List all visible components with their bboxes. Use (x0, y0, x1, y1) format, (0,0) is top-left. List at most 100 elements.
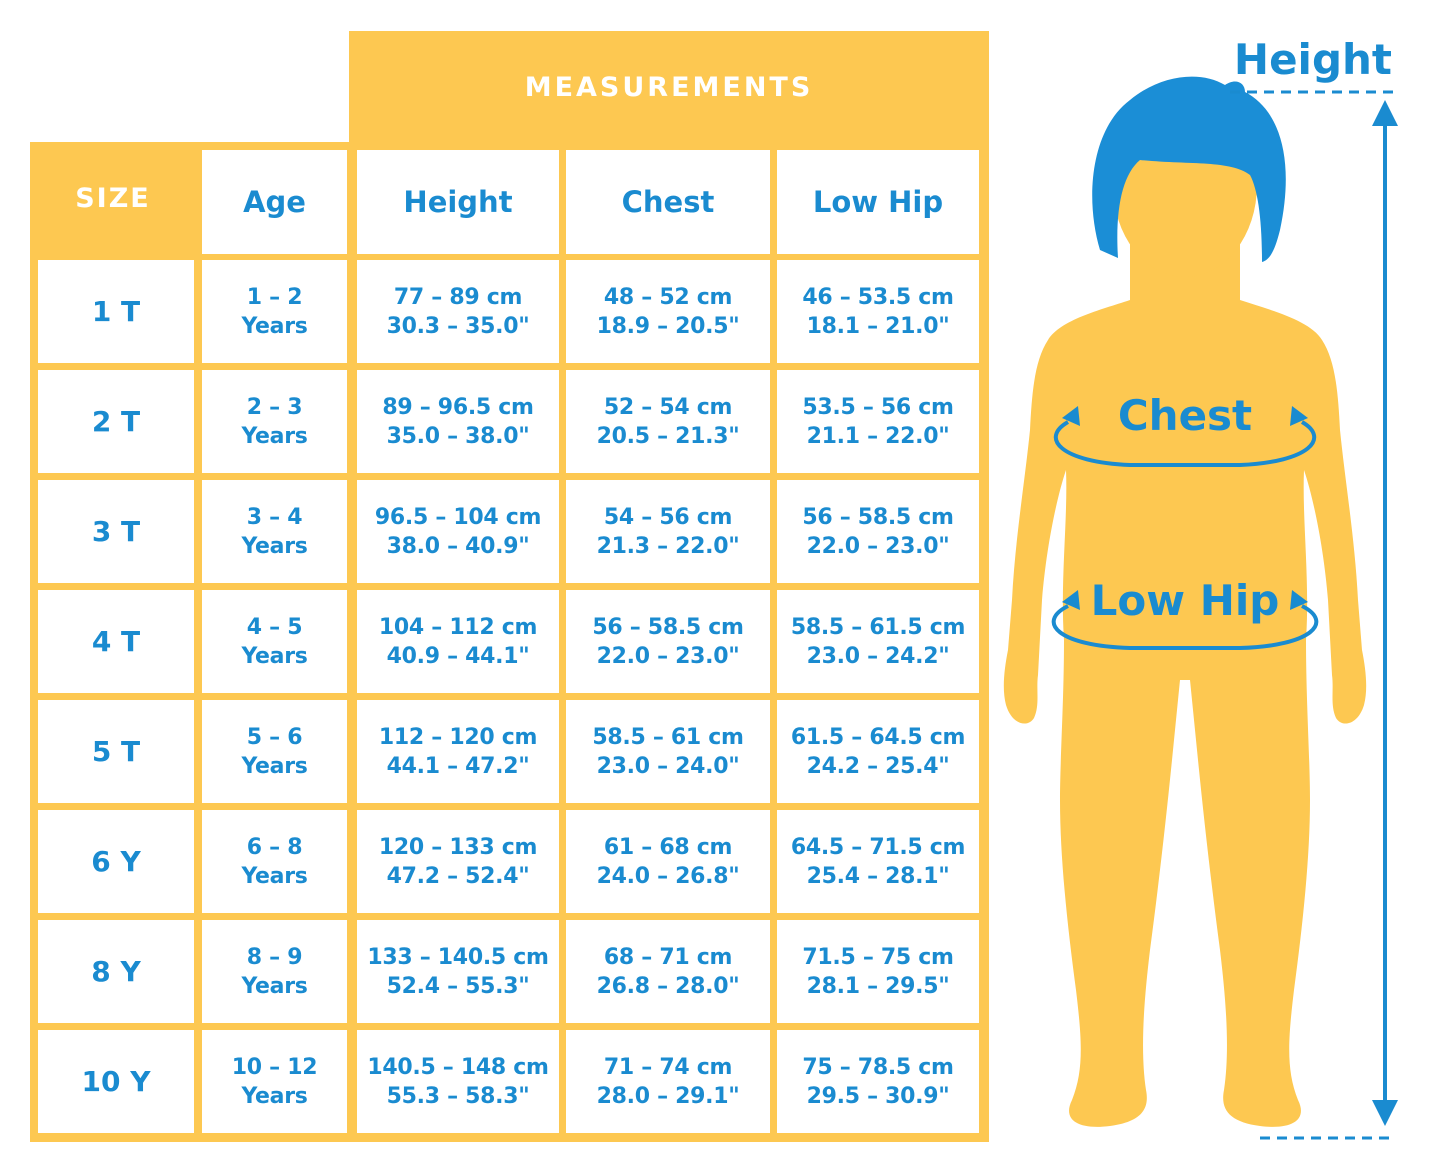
height-cell-line: 104 – 112 cm (378, 614, 538, 640)
low-hip-cell: 46 – 53.5 cm 18.1 – 21.0" (777, 260, 979, 363)
chest-cell-line: 61 – 68 cm (603, 834, 733, 860)
chest-cell: 61 – 68 cm 24.0 – 26.8" (566, 810, 770, 913)
child-hair (1092, 76, 1286, 262)
chest-cell-line: 20.5 – 21.3" (596, 423, 740, 449)
age-cell-line: Years (241, 313, 308, 339)
low-hip-cell-line: 56 – 58.5 cm (802, 504, 954, 530)
chest-cell-line: 56 – 58.5 cm (592, 614, 744, 640)
low-hip-label: Low Hip (1091, 576, 1280, 625)
low-hip-cell: 75 – 78.5 cm 29.5 – 30.9" (777, 1030, 979, 1133)
low-hip-cell-line: 46 – 53.5 cm (802, 284, 954, 310)
chest-cell-line: 21.3 – 22.0" (596, 533, 740, 559)
height-cell-line: 96.5 – 104 cm (374, 504, 542, 530)
height-cell-line: 38.0 – 40.9" (386, 533, 530, 559)
column-header-height: Height (357, 150, 559, 254)
low-hip-cell-line: 53.5 – 56 cm (802, 394, 954, 420)
height-cell-line: 112 – 120 cm (378, 724, 538, 750)
low-hip-cell-line: 28.1 – 29.5" (806, 973, 950, 999)
height-cell: 96.5 – 104 cm 38.0 – 40.9" (357, 480, 559, 583)
chest-cell: 52 – 54 cm 20.5 – 21.3" (566, 370, 770, 473)
height-cell-line: 30.3 – 35.0" (386, 313, 530, 339)
chest-label: Chest (1118, 391, 1252, 440)
age-cell-line: Years (241, 863, 308, 889)
chest-cell-line: 28.0 – 29.1" (596, 1083, 740, 1109)
chest-cell-line: 26.8 – 28.0" (596, 973, 740, 999)
age-cell-line: Years (241, 643, 308, 669)
height-arrow-up-icon (1372, 100, 1398, 126)
age-cell-line: Years (241, 423, 308, 449)
height-cell-line: 133 – 140.5 cm (367, 944, 549, 970)
height-cell: 112 – 120 cm 44.1 – 47.2" (357, 700, 559, 803)
height-cell-line: 35.0 – 38.0" (386, 423, 530, 449)
size-cell: 4 T (38, 590, 194, 693)
low-hip-cell: 56 – 58.5 cm 22.0 – 23.0" (777, 480, 979, 583)
chest-cell-line: 58.5 – 61 cm (592, 724, 744, 750)
chest-cell-line: 23.0 – 24.0" (596, 753, 740, 779)
low-hip-arrow-left-icon (1062, 590, 1080, 610)
column-header-low-hip: Low Hip (777, 150, 979, 254)
low-hip-cell-line: 64.5 – 71.5 cm (790, 834, 966, 860)
chest-cell-line: 52 – 54 cm (603, 394, 733, 420)
age-cell: 6 – 8 Years (202, 810, 347, 913)
chest-cell-line: 71 – 74 cm (603, 1054, 733, 1080)
height-cell-line: 55.3 – 58.3" (386, 1083, 530, 1109)
age-cell-line: 4 – 5 (246, 614, 303, 640)
chest-arrow-right-icon (1290, 406, 1308, 426)
low-hip-cell-line: 61.5 – 64.5 cm (790, 724, 966, 750)
height-cell-line: 77 – 89 cm (393, 284, 523, 310)
low-hip-cell-line: 58.5 – 61.5 cm (790, 614, 966, 640)
low-hip-cell: 58.5 – 61.5 cm 23.0 – 24.2" (777, 590, 979, 693)
low-hip-cell: 53.5 – 56 cm 21.1 – 22.0" (777, 370, 979, 473)
column-header-size: SIZE (75, 182, 151, 214)
height-cell: 120 – 133 cm 47.2 – 52.4" (357, 810, 559, 913)
age-cell: 2 – 3 Years (202, 370, 347, 473)
age-cell-line: Years (241, 753, 308, 779)
chest-cell: 71 – 74 cm 28.0 – 29.1" (566, 1030, 770, 1133)
height-cell: 89 – 96.5 cm 35.0 – 38.0" (357, 370, 559, 473)
age-cell-line: 6 – 8 (246, 834, 303, 860)
size-cell: 10 Y (38, 1030, 194, 1133)
chest-arrow-left-icon (1062, 406, 1080, 426)
age-cell: 1 – 2 Years (202, 260, 347, 363)
size-cell: 3 T (38, 480, 194, 583)
chest-cell-line: 48 – 52 cm (603, 284, 733, 310)
low-hip-arrow-right-icon (1290, 590, 1308, 610)
low-hip-cell-line: 75 – 78.5 cm (802, 1054, 954, 1080)
chest-cell: 48 – 52 cm 18.9 – 20.5" (566, 260, 770, 363)
height-label: Height (1234, 35, 1392, 84)
chest-cell-line: 24.0 – 26.8" (596, 863, 740, 889)
chest-measure-arc (1054, 420, 1316, 467)
height-cell-line: 44.1 – 47.2" (386, 753, 530, 779)
height-cell: 133 – 140.5 cm 52.4 – 55.3" (357, 920, 559, 1023)
low-hip-cell-line: 25.4 – 28.1" (806, 863, 950, 889)
low-hip-cell-line: 18.1 – 21.0" (806, 313, 950, 339)
height-cell: 77 – 89 cm 30.3 – 35.0" (357, 260, 559, 363)
size-cell: 6 Y (38, 810, 194, 913)
low-hip-cell-line: 24.2 – 25.4" (806, 753, 950, 779)
height-cell: 140.5 – 148 cm 55.3 – 58.3" (357, 1030, 559, 1133)
chest-cell: 58.5 – 61 cm 23.0 – 24.0" (566, 700, 770, 803)
low-hip-cell-line: 23.0 – 24.2" (806, 643, 950, 669)
age-cell: 10 – 12 Years (202, 1030, 347, 1133)
age-cell-line: Years (241, 1083, 308, 1109)
height-cell-line: 89 – 96.5 cm (382, 394, 534, 420)
age-cell: 3 – 4 Years (202, 480, 347, 583)
age-cell-line: 8 – 9 (246, 944, 303, 970)
size-cell: 2 T (38, 370, 194, 473)
low-hip-cell: 64.5 – 71.5 cm 25.4 – 28.1" (777, 810, 979, 913)
age-cell-line: 1 – 2 (246, 284, 303, 310)
column-header-chest: Chest (566, 150, 770, 254)
chest-cell-line: 54 – 56 cm (603, 504, 733, 530)
chest-cell: 56 – 58.5 cm 22.0 – 23.0" (566, 590, 770, 693)
height-cell: 104 – 112 cm 40.9 – 44.1" (357, 590, 559, 693)
height-cell-line: 52.4 – 55.3" (386, 973, 530, 999)
age-cell-line: Years (241, 973, 308, 999)
chest-cell: 54 – 56 cm 21.3 – 22.0" (566, 480, 770, 583)
measurements-header: MEASUREMENTS (349, 31, 989, 143)
height-cell-line: 40.9 – 44.1" (386, 643, 530, 669)
low-hip-cell: 71.5 – 75 cm 28.1 – 29.5" (777, 920, 979, 1023)
age-cell-line: 10 – 12 (231, 1054, 318, 1080)
low-hip-cell-line: 29.5 – 30.9" (806, 1083, 950, 1109)
age-cell-line: 3 – 4 (246, 504, 303, 530)
